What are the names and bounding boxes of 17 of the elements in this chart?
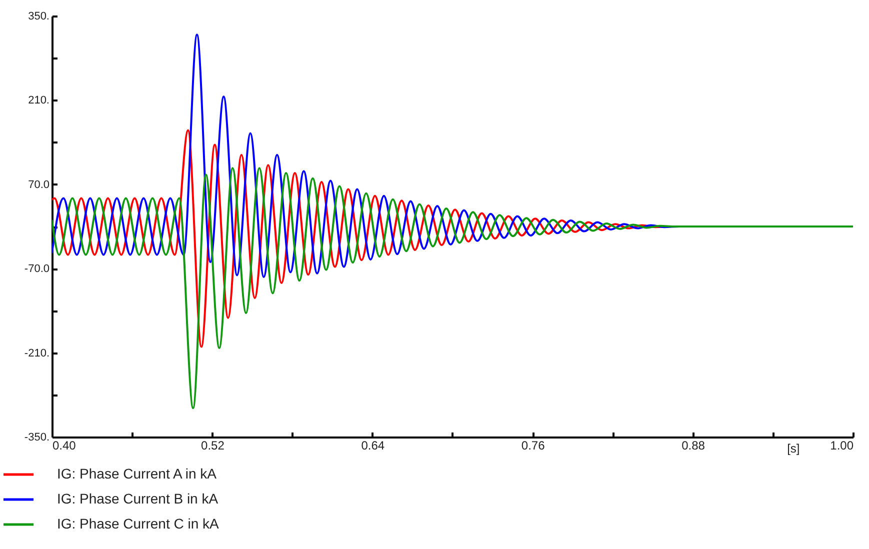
y-tick-label: 210. xyxy=(28,94,50,107)
x-tick-label: 1.00 xyxy=(830,438,854,452)
x-tick-label: 0.88 xyxy=(682,438,706,452)
line-series xyxy=(52,167,853,410)
x-axis-title: [s] xyxy=(787,442,800,456)
x-tick-label: 0.64 xyxy=(361,438,385,452)
x-tick-label: 0.76 xyxy=(521,438,546,452)
x-tick-label: 0.40 xyxy=(52,438,76,452)
legend-label: IG: Phase Current C in kA xyxy=(57,516,220,532)
y-tick-label: 350. xyxy=(28,10,50,22)
y-tick-label: -350. xyxy=(24,432,50,444)
x-tick-label: 0.52 xyxy=(201,438,225,452)
y-tick-label: 70.0 xyxy=(28,178,50,191)
y-tick-label: -70.0 xyxy=(24,263,50,276)
y-tick-label: -210. xyxy=(24,347,50,360)
legend-label: IG: Phase Current B in kA xyxy=(57,490,219,506)
legend-label: IG: Phase Current A in kA xyxy=(57,466,218,482)
